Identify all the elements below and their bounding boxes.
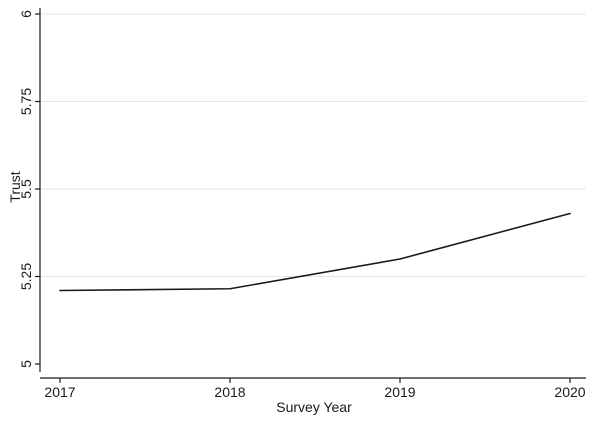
y-tick-label: 5.75 (18, 88, 34, 115)
y-tick-label: 5.25 (18, 263, 34, 290)
x-tick-label: 2019 (384, 384, 415, 400)
data-point (229, 287, 231, 290)
y-axis-title: Trust (7, 171, 23, 202)
trust-series-line (59, 212, 571, 292)
x-tick-label: 2017 (44, 384, 75, 400)
x-axis-title: Survey Year (276, 399, 352, 415)
data-point (59, 289, 61, 292)
y-tick-label: 6 (18, 10, 34, 18)
x-tick-label: 2018 (214, 384, 245, 400)
data-point (569, 212, 571, 215)
data-point (399, 258, 401, 260)
y-tick-label: 5 (18, 360, 34, 368)
x-tick-label: 2020 (554, 384, 585, 400)
axes: 5 5.25 5.5 5.75 6 2017 2018 2019 2020 (18, 8, 586, 400)
y-tick-label: 5.5 (18, 179, 34, 199)
series-layer (59, 212, 571, 292)
gridlines (40, 13, 586, 277)
